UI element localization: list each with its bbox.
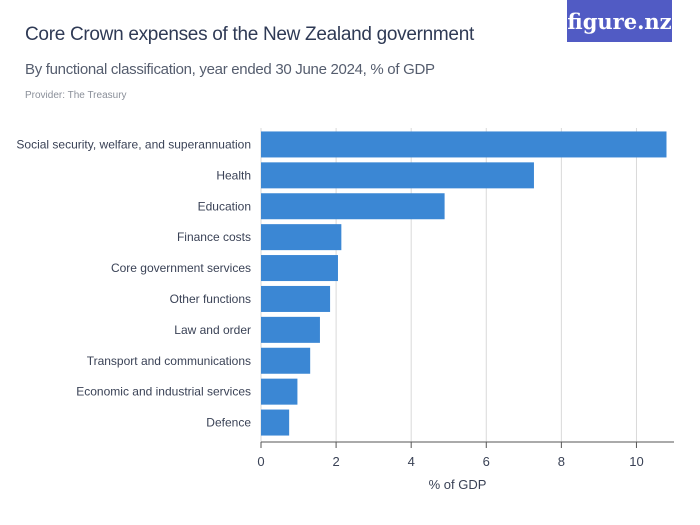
category-label: Health — [216, 168, 251, 182]
chart-subtitle: By functional classification, year ended… — [25, 61, 435, 78]
category-label: Other functions — [170, 292, 251, 306]
bar — [261, 378, 298, 405]
category-label: Economic and industrial services — [76, 385, 251, 399]
x-tick-label: 2 — [332, 454, 339, 469]
category-label: Transport and communications — [87, 354, 251, 368]
category-label: Defence — [206, 416, 251, 430]
bar — [261, 316, 320, 343]
category-label: Core government services — [111, 261, 251, 275]
category-label: Law and order — [174, 323, 251, 337]
bar — [261, 255, 338, 282]
figure-nz-logo[interactable]: figure.nz — [567, 0, 672, 42]
bar — [261, 224, 342, 251]
bar — [261, 162, 534, 189]
provider-label: Provider: The Treasury — [25, 90, 127, 101]
x-tick-label: 8 — [558, 454, 565, 469]
x-axis-label: % of GDP — [429, 477, 487, 492]
bar — [261, 131, 667, 158]
category-label: Education — [198, 199, 251, 213]
bar — [261, 193, 445, 220]
bar — [261, 409, 290, 436]
x-tick-label: 4 — [408, 454, 415, 469]
category-label: Social security, welfare, and superannua… — [16, 137, 251, 151]
chart-title: Core Crown expenses of the New Zealand g… — [25, 24, 474, 45]
bar — [261, 285, 331, 312]
bar — [261, 347, 311, 374]
category-label: Finance costs — [177, 230, 251, 244]
x-tick-label: 6 — [483, 454, 490, 469]
x-tick-label: 10 — [629, 454, 643, 469]
x-tick-label: 0 — [257, 454, 264, 469]
